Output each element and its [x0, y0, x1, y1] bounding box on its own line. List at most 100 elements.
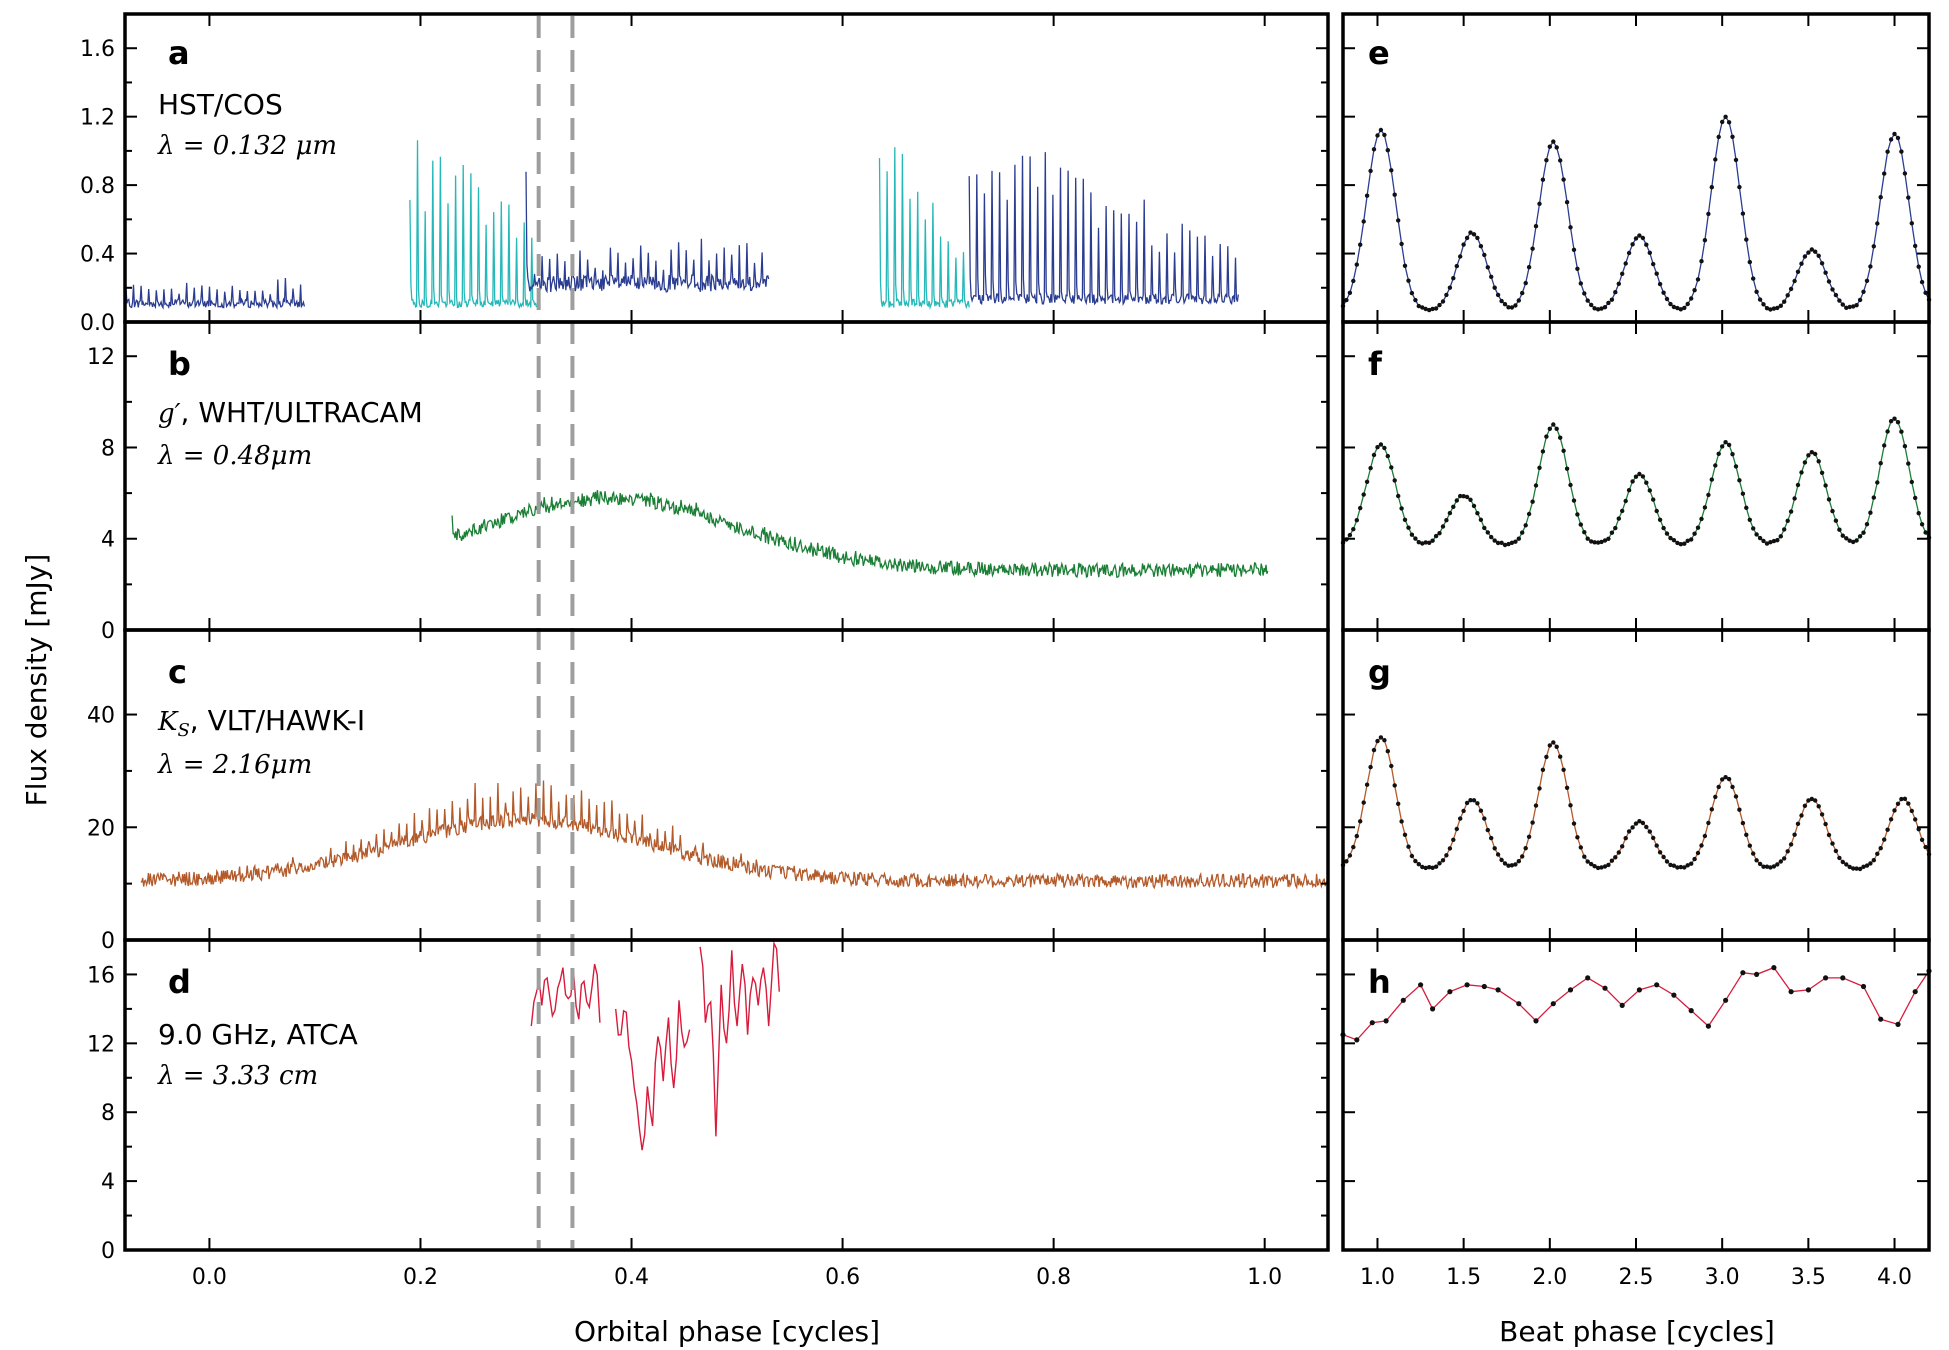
- panel-e-point: [1392, 192, 1397, 197]
- panel-f-point: [1723, 440, 1728, 445]
- panel-g-point: [1427, 865, 1432, 870]
- panel-h-point: [1754, 971, 1760, 978]
- x-tick-label-orbital: 0.4: [614, 1265, 649, 1290]
- panel-g-series: [1340, 735, 1932, 872]
- panel-a-segment: [409, 140, 538, 310]
- panel-g-frame: [1341, 628, 1931, 942]
- panel-e-point: [1482, 252, 1487, 258]
- panel-e-point: [1764, 306, 1770, 311]
- panel-g-point: [1795, 821, 1801, 826]
- panel-h-point: [1840, 975, 1846, 981]
- panel-d-series: [530, 940, 780, 1151]
- panel-h-point: [1619, 1002, 1625, 1009]
- panel-e-point: [1695, 277, 1701, 282]
- panel-g-point: [1354, 833, 1360, 839]
- panel-e-point: [1592, 306, 1597, 311]
- panel-e-point: [1654, 271, 1659, 276]
- panel-f-series: [1340, 416, 1932, 548]
- panel-h-point: [1354, 1037, 1360, 1043]
- instrument-name-c: , VLT/HAWK-I: [190, 704, 365, 737]
- panel-g-point: [1651, 835, 1656, 841]
- panel-f-point: [1813, 451, 1818, 457]
- panel-f-point: [1689, 537, 1694, 542]
- panel-e-point: [1809, 247, 1815, 252]
- panel-e-point: [1513, 303, 1518, 308]
- panel-e-point: [1733, 157, 1739, 163]
- panel-e-point: [1568, 225, 1573, 230]
- panel-g-point: [1671, 863, 1677, 868]
- panel-a-segment: [124, 197, 306, 310]
- panel-f-point: [1568, 482, 1573, 488]
- panel-letter-a: a: [168, 34, 190, 72]
- panel-g-point: [1430, 865, 1435, 870]
- panel-e-point: [1413, 297, 1418, 303]
- panel-f-point: [1564, 466, 1570, 471]
- panel-f-point: [1888, 419, 1894, 424]
- panel-f-point: [1833, 518, 1839, 523]
- panel-g-point: [1902, 796, 1908, 801]
- panel-e-point: [1785, 293, 1790, 298]
- panel-f-point: [1726, 442, 1732, 448]
- panel-h-point: [1481, 983, 1487, 990]
- panel-g-point: [1640, 820, 1646, 826]
- panel-e-point: [1685, 301, 1690, 307]
- panel-e-point: [1578, 281, 1584, 286]
- panel-e-point: [1771, 306, 1777, 311]
- panel-f-point: [1482, 525, 1487, 531]
- panel-g-point: [1358, 819, 1363, 824]
- panel-e-point: [1361, 219, 1366, 224]
- panel-g-point: [1371, 747, 1377, 753]
- panel-e-point: [1840, 302, 1846, 307]
- x-tick-label-orbital: 0.0: [192, 1265, 227, 1290]
- panel-e-point: [1757, 297, 1763, 302]
- panel-e-point: [1868, 264, 1873, 269]
- panel-d-radio-trace: [699, 940, 780, 1137]
- panel-g-point: [1868, 861, 1873, 866]
- panel-g-point: [1589, 861, 1594, 867]
- panel-f-point: [1830, 508, 1835, 514]
- panel-e-point: [1906, 195, 1911, 200]
- panel-g-point: [1785, 849, 1790, 854]
- panel-g-point: [1888, 817, 1894, 822]
- panel-g-point: [1485, 827, 1491, 833]
- panel-e-point: [1561, 177, 1566, 182]
- panel-f-point: [1768, 540, 1773, 545]
- panel-g-point: [1861, 864, 1866, 869]
- panel-f-point: [1675, 540, 1680, 546]
- y-tick-label: 0.4: [80, 243, 115, 268]
- panel-e-point: [1902, 171, 1908, 176]
- panel-e-point: [1368, 168, 1373, 174]
- panel-f-point: [1495, 540, 1501, 546]
- panel-g-point: [1471, 798, 1477, 803]
- panel-e-point: [1606, 300, 1611, 306]
- panel-f-point: [1447, 510, 1453, 516]
- panel-e-point: [1385, 148, 1391, 153]
- x-tick-label-orbital: 0.2: [403, 1265, 438, 1290]
- panel-e-point: [1389, 168, 1394, 173]
- panel-g-point: [1578, 845, 1584, 850]
- panel-e-point: [1664, 296, 1670, 302]
- y-tick-label: 0: [101, 1239, 115, 1264]
- panel-h-point: [1464, 982, 1470, 988]
- panel-e-point: [1378, 127, 1384, 133]
- panel-letter-g: g: [1368, 653, 1391, 691]
- panel-g-point: [1775, 862, 1780, 867]
- y-tick-label: 8: [101, 1101, 115, 1126]
- panel-h-point: [1602, 985, 1608, 991]
- panel-e-point: [1354, 262, 1360, 267]
- panel-g-point: [1761, 864, 1766, 869]
- panel-e-point: [1706, 211, 1711, 217]
- panel-h-frame: [1341, 938, 1931, 1252]
- panel-g-point: [1609, 858, 1615, 863]
- panel-f-point: [1558, 435, 1563, 440]
- panel-e-point: [1788, 286, 1794, 292]
- panel-e-point: [1819, 261, 1825, 266]
- panel-f-point: [1857, 534, 1863, 539]
- panel-f-point: [1778, 534, 1784, 539]
- panel-e-point: [1489, 274, 1494, 279]
- panel-g-point: [1444, 853, 1449, 858]
- panel-h-point: [1430, 1006, 1436, 1012]
- panel-f-point: [1837, 527, 1842, 532]
- panel-g-point: [1520, 854, 1525, 859]
- panel-e-point: [1761, 302, 1766, 307]
